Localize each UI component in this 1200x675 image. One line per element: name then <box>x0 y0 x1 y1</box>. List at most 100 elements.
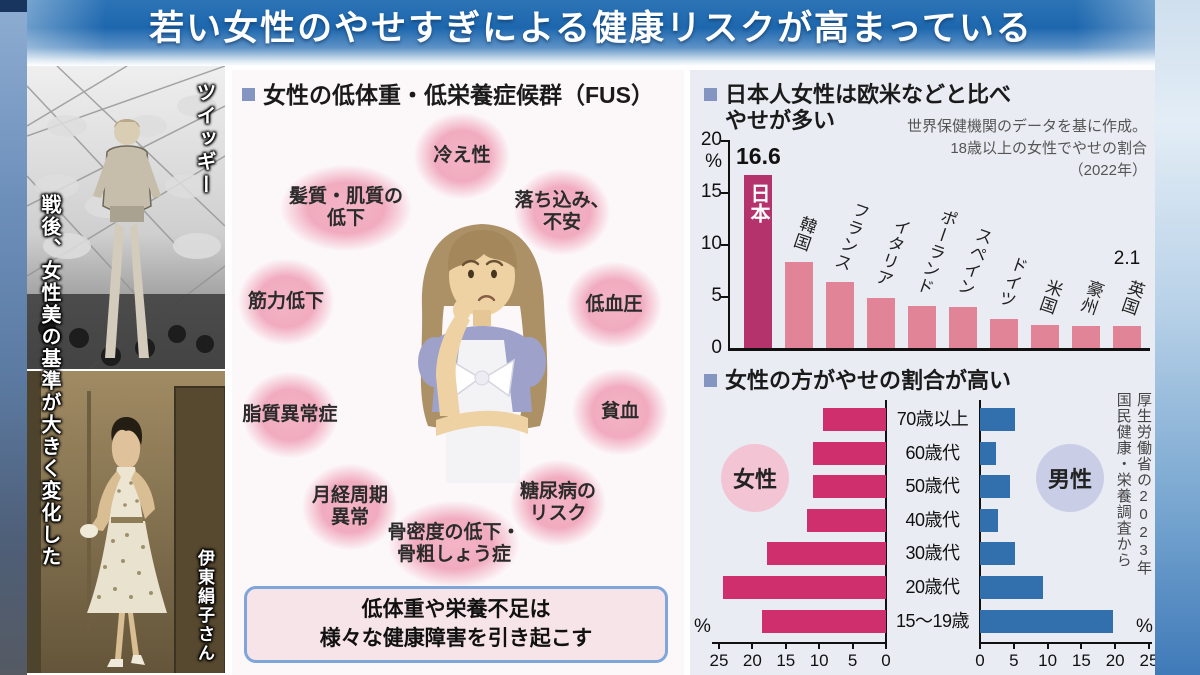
country-chart-title: 日本人女性は欧米などと比べ やせが多い <box>725 82 1012 133</box>
country-y-tick-label: 5 <box>711 285 722 306</box>
pyramid-tick <box>885 642 887 649</box>
male-bar <box>980 441 997 465</box>
headline-title: 若い女性のやせすぎによる健康リスクが高まっている <box>149 9 1033 48</box>
pyramid-tick <box>784 642 787 649</box>
country-x-axis <box>728 348 1150 351</box>
male-bar <box>980 576 1043 599</box>
photo-strip-caption: 戦後、女性美の基準が大きく変化した <box>38 194 60 568</box>
pyramid-left-zero-axis <box>885 400 887 644</box>
female-bar <box>723 576 886 599</box>
pyramid-tick <box>851 642 854 649</box>
right-border-strip <box>1155 0 1200 675</box>
country-bar <box>1031 325 1059 348</box>
pyramid-tick <box>751 642 754 649</box>
pyramid-tick <box>1114 642 1117 649</box>
pyramid-tick <box>718 642 720 649</box>
age-group-label: 70歳以上 <box>896 409 969 429</box>
pyramid-chart-title: 女性の方がやせの割合が高い <box>725 368 1012 393</box>
photo-ito-kinuko-image <box>27 371 225 673</box>
pyramid-right-x-axis <box>980 642 1152 644</box>
pyramid-tick-label: 25 <box>709 651 729 670</box>
pyramid-tick-label: 0 <box>881 651 891 670</box>
photo-twiggy-label: ツイッギー <box>193 82 215 197</box>
country-bar <box>949 307 977 348</box>
pyramid-tick <box>1148 642 1150 649</box>
country-bar <box>990 318 1018 348</box>
female-legend-badge: 女性 <box>721 444 789 512</box>
country-y-tick <box>721 140 728 142</box>
right-percent-label: % <box>1136 616 1153 637</box>
country-y-tick-label: 20 <box>700 129 722 150</box>
country-bar-label: 米国 <box>1034 276 1065 317</box>
pyramid-chart-source-note: 厚生労働省の2023年 国民健康・栄養調査から <box>1114 392 1152 576</box>
country-bar-label: フランス <box>829 199 872 274</box>
symptom-bubble: 筋力低下 <box>232 246 348 358</box>
male-bar <box>980 408 1016 431</box>
pyramid-tick-label: 20 <box>742 651 762 670</box>
left-border-top-cap <box>0 0 27 12</box>
symptom-bubble: 低血圧 <box>552 249 676 361</box>
conclusion-box: 低体重や栄養不足は 様々な健康障害を引き起こす <box>244 586 668 663</box>
pyramid-chart-heading: 女性の方がやせの割合が高い <box>704 368 1011 394</box>
section-bullet-icon <box>242 88 255 101</box>
country-chart-source-note: 世界保健機関のデータを基に作成。 18歳以上の女性でやせの割合 （2022年） <box>906 118 1147 179</box>
pyramid-tick-label: 5 <box>847 651 858 670</box>
female-bar <box>822 408 886 431</box>
country-bar-label: イタリア <box>870 215 913 290</box>
symptom-bubble: 骨密度の低下・ 骨粗しょう症 <box>369 488 539 600</box>
female-bar <box>812 441 886 465</box>
age-group-label: 30歳代 <box>905 543 960 564</box>
left-border-strip <box>0 0 27 675</box>
photo-twiggy: ツイッギー <box>27 66 225 371</box>
country-value-label: 2.1 <box>1113 248 1141 270</box>
country-y-tick <box>721 192 728 194</box>
age-group-label: 40歳代 <box>905 509 960 530</box>
pyramid-left-x-axis <box>712 642 886 644</box>
pyramid-tick <box>1046 642 1049 649</box>
photo-ito-kinuko: 伊東絹子さん <box>27 371 225 675</box>
male-bar <box>980 542 1016 566</box>
country-bar <box>908 306 936 348</box>
section-bullet-icon <box>704 374 717 387</box>
country-y-axis <box>728 140 730 348</box>
photo-strip: ツイッギー <box>27 66 225 675</box>
male-bar <box>980 609 1114 633</box>
female-bar <box>767 542 886 566</box>
female-bar <box>762 609 886 633</box>
male-bar <box>980 475 1010 499</box>
symptom-bubble: 髪質・肌質の 低下 <box>261 152 431 264</box>
male-bar <box>980 508 999 532</box>
country-bar <box>785 261 813 348</box>
country-y-unit-label: % <box>705 151 722 172</box>
country-value-label: 16.6 <box>736 143 781 170</box>
charts-panel: 日本人女性は欧米などと比べ やせが多い 世界保健機関のデータを基に作成。 18歳… <box>690 70 1155 675</box>
country-bar-label: 豪州 <box>1075 277 1106 318</box>
photo-ito-kinuko-label: 伊東絹子さん <box>195 549 214 663</box>
pyramid-tick <box>979 642 981 649</box>
pyramid-tick <box>1012 642 1015 649</box>
pyramid-tick-label: 10 <box>1038 651 1058 670</box>
pyramid-tick <box>1080 642 1083 649</box>
country-y-tick <box>721 296 728 298</box>
country-chart-heading: 日本人女性は欧米などと比べ やせが多い <box>704 82 1011 134</box>
country-bar <box>744 175 772 348</box>
pyramid-tick <box>818 642 821 649</box>
country-bar-inside-label: 日本 <box>747 183 769 224</box>
pyramid-tick-label: 5 <box>1009 651 1019 670</box>
country-bar <box>1113 326 1141 348</box>
photo-twiggy-image <box>27 66 225 369</box>
pyramid-tick-label: 15 <box>776 651 796 670</box>
country-bar-label: ポーランド <box>911 206 960 298</box>
pyramid-tick-label: 15 <box>1071 651 1091 670</box>
country-y-tick-label: 0 <box>711 337 722 358</box>
country-y-tick-label: 15 <box>700 181 722 202</box>
section-bullet-icon <box>704 88 717 101</box>
country-y-tick-label: 10 <box>700 233 722 254</box>
country-bar <box>826 282 854 348</box>
country-bar <box>867 298 895 348</box>
female-bar <box>807 508 886 532</box>
country-bar-label: 韓国 <box>788 212 819 253</box>
age-group-label: 15～19歳 <box>895 610 970 631</box>
female-bar <box>813 475 886 499</box>
